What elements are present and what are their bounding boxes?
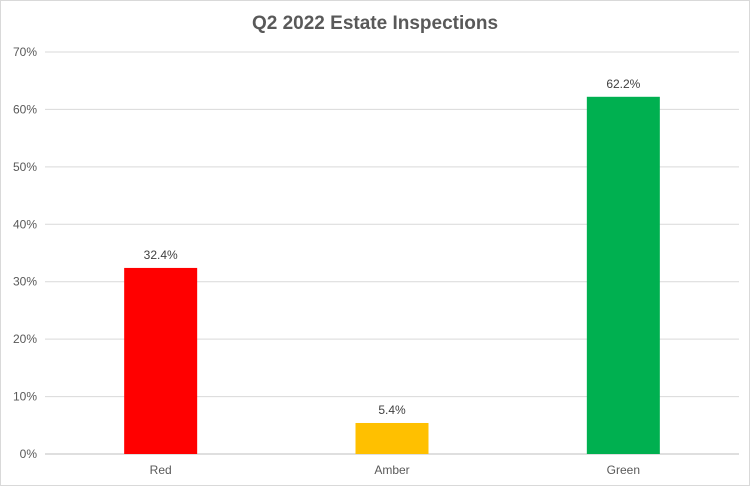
x-tick-label: Green (607, 463, 640, 477)
x-tick-label: Amber (374, 463, 409, 477)
y-tick-label: 0% (20, 447, 38, 461)
x-tick-label: Red (150, 463, 172, 477)
y-tick-label: 20% (13, 332, 37, 346)
y-tick-label: 70% (13, 45, 37, 59)
bar-red (124, 267, 198, 454)
y-tick-label: 50% (13, 160, 37, 174)
chart-title: Q2 2022 Estate Inspections (251, 13, 499, 34)
data-label-red: 32.4% (144, 248, 178, 262)
y-tick-label: 40% (13, 217, 37, 231)
bar-green (586, 96, 660, 455)
data-label-green: 62.2% (606, 77, 640, 91)
bar-amber (355, 422, 429, 454)
y-tick-label: 60% (13, 102, 37, 116)
y-tick-label: 30% (13, 275, 37, 289)
y-tick-label: 10% (13, 390, 37, 404)
data-label-amber: 5.4% (378, 403, 406, 417)
